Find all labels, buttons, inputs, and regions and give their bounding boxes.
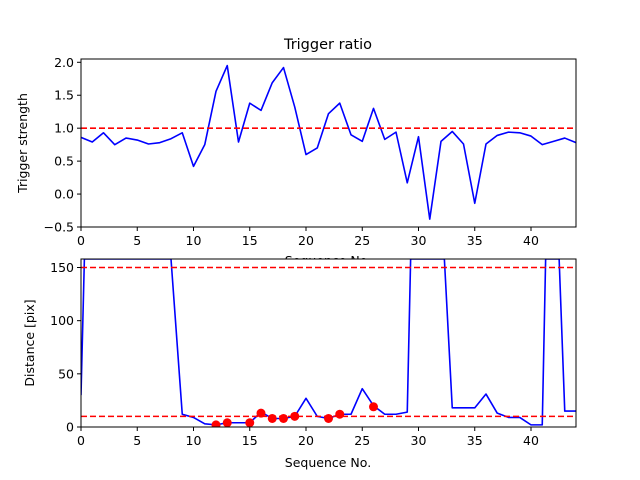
match-marker [256, 408, 266, 418]
y-tick-label: 0 [66, 420, 74, 435]
x-tick-label: 20 [298, 433, 314, 448]
x-tick-label: 15 [242, 233, 258, 248]
x-axis-label: Sequence No. [285, 455, 371, 470]
chart-title: Trigger ratio [283, 37, 372, 53]
distance-plot-area: 0 5 10 15 20 25 30 35 40 0 50 100 150 [50, 258, 577, 448]
y-tick-label: 100 [50, 313, 74, 328]
x-tick-label: 0 [77, 233, 85, 248]
bottom-plot-background [81, 259, 576, 427]
distance-panel: 0 5 10 15 20 25 30 35 40 0 50 100 150 Distance [pix]… [22, 258, 577, 470]
x-tick-label: 30 [411, 433, 427, 448]
match-marker [369, 402, 378, 412]
y-tick-label: 0.0 [54, 187, 74, 202]
axes-frame [80, 258, 577, 428]
y-tick-label: 150 [50, 260, 74, 275]
x-tick-label: 0 [77, 433, 85, 448]
x-tick-label: 10 [186, 233, 202, 248]
y-tick-label: 1.0 [54, 121, 74, 136]
y-axis-label: Distance [pix] [22, 299, 37, 386]
x-tick-label: 35 [467, 433, 483, 448]
match-marker [290, 411, 300, 421]
trigger-ratio-plot-area: 0 5 10 15 20 25 30 35 40 −0.5 0.0 0.5 1.0 1.5 2.0 [44, 55, 577, 248]
x-tick-label: 10 [186, 433, 202, 448]
match-marker [222, 418, 232, 427]
y-tick-label: 50 [58, 366, 74, 381]
trigger-series-line [81, 64, 576, 220]
x-tick-label: 35 [467, 233, 483, 248]
match-marker [279, 413, 288, 423]
y-tick-label: 0.5 [54, 154, 74, 169]
x-tick-label: 40 [523, 433, 539, 448]
x-tick-label: 20 [298, 233, 314, 248]
match-marker [211, 420, 221, 427]
y-tick-label: 2.0 [54, 55, 74, 70]
match-marker [245, 418, 255, 427]
y-tick-label: −0.5 [44, 220, 74, 235]
x-tick-label: 25 [354, 233, 370, 248]
match-marker [324, 413, 333, 423]
x-tick-label: 5 [133, 433, 141, 448]
trigger-data-layer [81, 64, 576, 220]
y-axis-label: Trigger strength [15, 93, 30, 194]
trigger-ratio-panel: Trigger ratio 0 5 10 15 20 25 30 35 40 −0.5 0.0 0.5… [15, 37, 577, 268]
match-marker [335, 409, 345, 419]
match-marker [267, 413, 277, 423]
y-tick-label: 1.5 [54, 88, 74, 103]
x-tick-label: 40 [523, 233, 539, 248]
x-tick-label: 15 [242, 433, 258, 448]
x-tick-label: 5 [133, 233, 141, 248]
x-tick-label: 25 [354, 433, 370, 448]
distance-data-layer [81, 259, 576, 427]
axes-frame [80, 58, 577, 228]
x-tick-label: 30 [411, 233, 427, 248]
